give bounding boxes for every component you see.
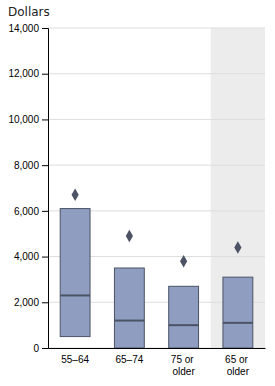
- axis-line: [42, 29, 49, 349]
- median-line: [169, 324, 199, 326]
- tick-label: 75 or older: [171, 354, 197, 377]
- box: [223, 277, 253, 348]
- chart: 0 2,000 4,000 6,000 8,000 10,000 12,000 14,000 5…: [0, 0, 275, 386]
- tick: 0: [33, 343, 48, 354]
- grid: [48, 28, 265, 348]
- marks: [60, 189, 253, 348]
- tick: 55–64: [61, 354, 89, 365]
- tick-label: 12,000: [8, 68, 39, 79]
- mean-marker: [234, 241, 241, 253]
- tick: 75 or older: [171, 354, 197, 377]
- tick: 14,000: [8, 23, 48, 34]
- grid-line: [48, 119, 265, 120]
- median-line: [114, 320, 144, 322]
- tick-mark: [42, 165, 48, 166]
- tick-mark: [42, 348, 48, 349]
- tick: 6,000: [14, 206, 48, 217]
- tick-label: 65 or older: [225, 354, 251, 377]
- median-line: [223, 322, 253, 324]
- tick-label: 14,000: [8, 23, 39, 34]
- tick: 4,000: [14, 251, 48, 262]
- grid-line: [48, 165, 265, 166]
- grid-line: [48, 28, 265, 29]
- box: [169, 286, 199, 348]
- box: [60, 209, 90, 337]
- tick-mark: [42, 119, 48, 120]
- tick: 10,000: [8, 114, 48, 125]
- tick-mark: [42, 211, 48, 212]
- tick-label: 2,000: [14, 297, 39, 308]
- x-axis: 55–64 65–74 75 or older 65 or older: [49, 349, 266, 377]
- tick-mark: [42, 257, 48, 258]
- highlight-band: [211, 28, 265, 348]
- tick-label: 0: [33, 343, 39, 354]
- tick-label: 10,000: [8, 114, 39, 125]
- tick-mark: [42, 28, 48, 29]
- axis-line: [49, 348, 266, 349]
- tick: 8,000: [14, 160, 48, 171]
- tick-label: 55–64: [61, 354, 89, 365]
- tick-label: 4,000: [14, 251, 39, 262]
- grid-line: [48, 73, 265, 74]
- mean-marker: [72, 189, 79, 201]
- mean-marker: [126, 230, 133, 242]
- y-axis: 0 2,000 4,000 6,000 8,000 10,000 12,000 14,000: [8, 23, 48, 354]
- tick: 12,000: [8, 68, 48, 79]
- mean-marker: [180, 255, 187, 267]
- tick-label: 8,000: [14, 160, 39, 171]
- title: Dollars: [8, 5, 50, 19]
- tick-mark: [42, 74, 48, 75]
- tick-label: 65–74: [115, 354, 143, 365]
- tick-label: 6,000: [14, 206, 39, 217]
- box: [114, 268, 144, 348]
- tick: 65–74: [115, 354, 143, 365]
- tick: 65 or older: [225, 354, 251, 377]
- tick-mark: [42, 302, 48, 303]
- median-line: [60, 294, 90, 296]
- tick: 2,000: [14, 297, 48, 308]
- plot: 0 2,000 4,000 6,000 8,000 10,000 12,000 14,000 5…: [8, 23, 265, 377]
